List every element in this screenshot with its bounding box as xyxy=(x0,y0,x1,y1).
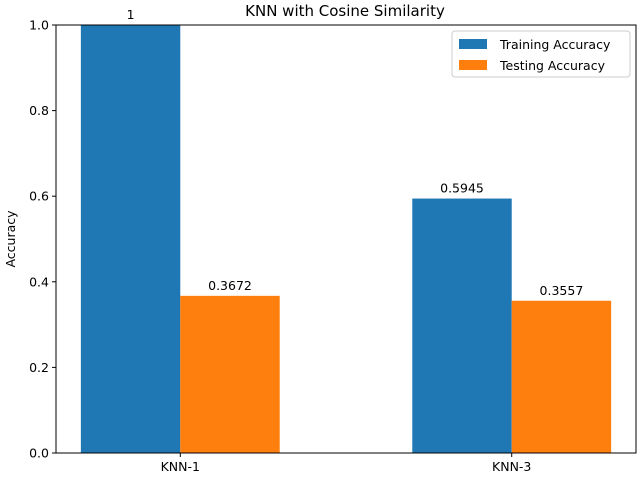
plot-frame xyxy=(55,24,637,454)
bar-value-label: 0.3557 xyxy=(540,283,584,298)
bar-value-label: 0.5945 xyxy=(440,181,484,196)
legend-entry: Training Accuracy xyxy=(499,37,611,52)
bar-testing-knn-1 xyxy=(180,295,280,453)
y-tick-label: 1.0 xyxy=(29,18,49,33)
legend-box xyxy=(451,30,631,78)
bar-value-label: 0.3672 xyxy=(208,278,252,293)
bar-testing-knn-3 xyxy=(511,300,612,453)
bar-training-knn-3 xyxy=(412,198,512,453)
y-tick-label: 0.6 xyxy=(29,189,49,204)
x-tick-label: KNN-1 xyxy=(161,459,200,474)
legend-entry: Testing Accuracy xyxy=(499,58,606,73)
y-tick-label: 0.4 xyxy=(29,274,49,289)
x-tick-label: KNN-3 xyxy=(492,459,531,474)
legend-swatch xyxy=(459,39,487,49)
y-axis-label: Accuracy xyxy=(3,210,18,268)
y-tick-label: 0.2 xyxy=(29,360,49,375)
legend-swatch xyxy=(459,60,487,70)
y-tick-label: 0.8 xyxy=(29,103,49,118)
y-tick-label: 0.0 xyxy=(29,446,49,461)
chart-title: KNN with Cosine Similarity xyxy=(245,2,445,20)
bar-value-label: 1 xyxy=(127,7,135,22)
bar-training-knn-1 xyxy=(80,25,181,453)
